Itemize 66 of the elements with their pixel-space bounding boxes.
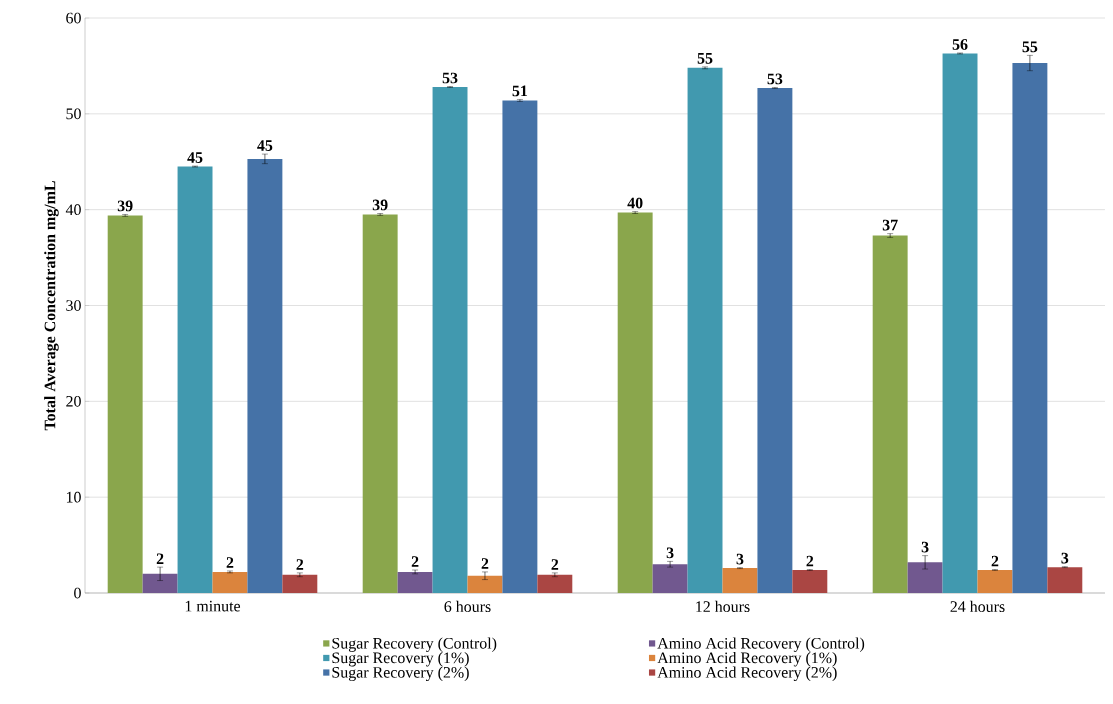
data-label: 39 xyxy=(117,200,133,212)
data-label: 53 xyxy=(442,72,458,84)
bar xyxy=(537,574,573,593)
data-label: 40 xyxy=(627,197,643,209)
bar xyxy=(687,67,723,593)
bar xyxy=(142,573,178,593)
data-label: 39 xyxy=(372,199,388,211)
y-tick-label: 50 xyxy=(66,108,81,120)
data-label: 55 xyxy=(1022,41,1038,53)
legend-label: Amino Acid Recovery (1%) xyxy=(657,651,837,667)
data-label: 56 xyxy=(952,39,968,50)
legend-label: Sugar Recovery (Control) xyxy=(332,637,497,652)
bar xyxy=(977,570,1013,593)
y-tick-label: 30 xyxy=(66,300,81,311)
bar xyxy=(247,158,283,593)
data-label: 3 xyxy=(666,547,674,559)
x-tick-label: 24 hours xyxy=(950,600,1005,612)
bar xyxy=(107,215,143,593)
data-label: 2 xyxy=(411,556,419,567)
legend-label: Amino Acid Recovery (Control) xyxy=(657,637,865,652)
y-tick-label: 40 xyxy=(65,204,81,216)
data-label: 53 xyxy=(767,73,783,85)
data-label: 45 xyxy=(257,140,273,151)
data-label: 2 xyxy=(991,555,999,567)
bar xyxy=(1012,63,1048,593)
y-axis-title: Total Average Concentration mg/mL xyxy=(44,181,59,431)
legend-label: Sugar Recovery (2%) xyxy=(332,666,469,682)
bar xyxy=(792,570,828,593)
bar xyxy=(432,87,468,593)
y-tick-label: 0 xyxy=(74,587,81,599)
x-tick-label: 1 minute xyxy=(185,600,241,612)
data-label: 2 xyxy=(481,558,489,569)
data-label: 55 xyxy=(697,53,713,64)
data-label: 2 xyxy=(226,557,234,568)
bar xyxy=(502,100,538,593)
data-label: 3 xyxy=(921,541,929,553)
legend-label: Amino Acid Recovery (2%) xyxy=(657,666,837,682)
bar xyxy=(942,53,978,593)
y-tick-label: 10 xyxy=(66,491,81,503)
legend-label: Sugar Recovery (1%) xyxy=(332,651,469,667)
data-label: 2 xyxy=(806,555,814,567)
data-label: 2 xyxy=(156,553,164,564)
data-label: 51 xyxy=(512,85,528,97)
bar xyxy=(617,212,653,593)
data-label: 2 xyxy=(296,559,304,570)
bar xyxy=(872,235,908,593)
bar xyxy=(757,87,793,593)
data-label: 37 xyxy=(882,219,898,231)
bar xyxy=(212,571,248,593)
bar xyxy=(397,571,433,593)
data-label: 2 xyxy=(551,559,559,570)
bar xyxy=(652,564,688,593)
bar xyxy=(362,214,398,593)
data-label: 3 xyxy=(736,553,744,565)
bar xyxy=(1047,567,1083,593)
bar xyxy=(907,562,943,593)
data-label: 3 xyxy=(1061,552,1069,564)
x-tick-label: 6 hours xyxy=(444,600,491,612)
bar xyxy=(467,575,503,593)
bar xyxy=(282,574,318,593)
bar xyxy=(722,568,758,593)
x-tick-label: 12 hours xyxy=(696,600,750,612)
data-label: 45 xyxy=(187,152,203,163)
y-tick-label: 20 xyxy=(66,395,81,407)
y-tick-label: 60 xyxy=(66,12,81,24)
bar xyxy=(177,166,213,593)
